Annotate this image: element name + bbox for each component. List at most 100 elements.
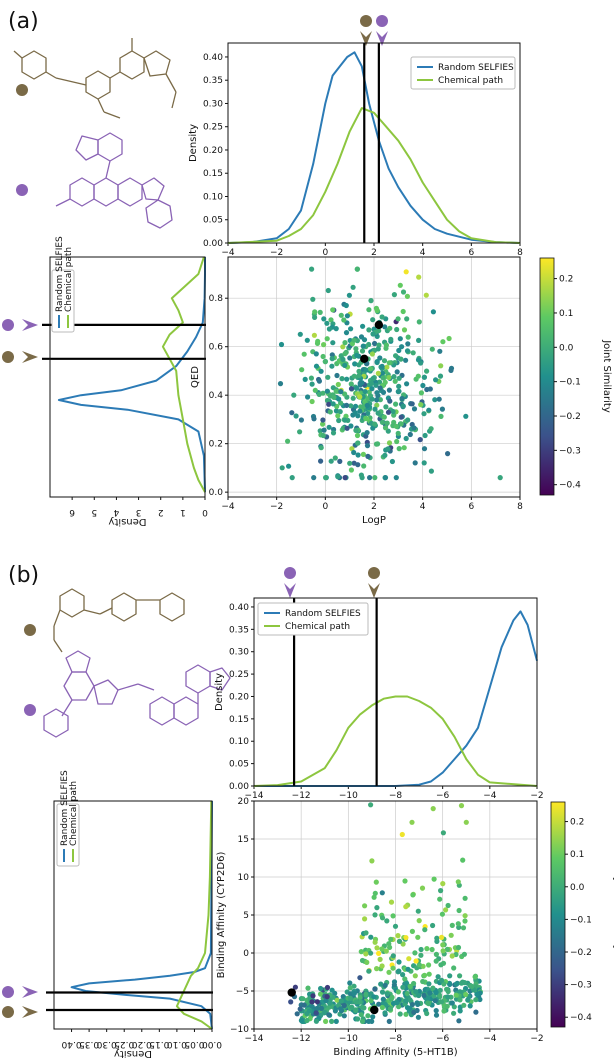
scatter-point xyxy=(317,991,324,997)
scatter-point xyxy=(358,1012,364,1018)
scatter-point xyxy=(376,950,382,957)
scatter-point xyxy=(400,972,406,978)
panel-1-top-xtick-label: −2 xyxy=(530,791,543,801)
scatter-point xyxy=(370,317,376,323)
scatter-point xyxy=(449,953,455,959)
scatter-point xyxy=(430,922,436,929)
scatter-point xyxy=(384,420,390,426)
scatter-point xyxy=(382,452,388,458)
scatter-point xyxy=(439,911,445,917)
scatter-point xyxy=(403,1011,409,1017)
scatter-point xyxy=(348,403,354,409)
scatter-point xyxy=(368,298,374,304)
scatter-point xyxy=(432,998,438,1004)
scatter-point xyxy=(417,437,423,443)
panel-1-top-ytick-label: 0.20 xyxy=(229,692,249,702)
scatter-point xyxy=(310,993,316,999)
panel-1-top-xtick-label: −4 xyxy=(483,791,497,801)
scatter-point xyxy=(386,360,392,366)
scatter-point xyxy=(375,370,381,376)
scatter-point xyxy=(326,326,332,332)
scatter-point xyxy=(400,984,406,990)
panel-0-top-ytick-label: 0.15 xyxy=(203,169,223,179)
scatter-point xyxy=(324,320,330,326)
panel-0-main-xlabel: LogP xyxy=(362,515,386,526)
scatter-point xyxy=(372,421,378,427)
panel-1-top-ytick-label: 0.40 xyxy=(229,603,249,613)
scatter-point xyxy=(368,380,374,387)
scatter-point xyxy=(448,932,454,938)
panel-1-top-ytick-label: 0.10 xyxy=(229,737,249,747)
scatter-point xyxy=(457,989,463,995)
scatter-point xyxy=(390,408,396,415)
panel-1-main-ytick-label: 5 xyxy=(243,911,249,921)
scatter-point xyxy=(434,935,440,941)
scatter-point xyxy=(370,1014,376,1020)
scatter-point xyxy=(374,905,380,911)
scatter-point xyxy=(342,351,348,357)
scatter-point xyxy=(418,952,424,958)
scatter-point xyxy=(342,391,348,397)
side-density-xtick-label: 0 xyxy=(202,507,208,517)
scatter-point xyxy=(301,1002,307,1008)
scatter-point xyxy=(286,463,292,469)
scatter-point xyxy=(350,395,356,401)
scatter-point xyxy=(451,965,457,971)
scatter-point xyxy=(342,417,348,423)
arrow-down-purple-a xyxy=(376,31,388,46)
scatter-point xyxy=(444,986,450,992)
scatter-point xyxy=(348,326,354,332)
scatter-point xyxy=(370,425,376,431)
panel-0-top-ytick-label: 0.10 xyxy=(203,192,223,202)
panel-1-main-xtick-label: −4 xyxy=(483,1034,497,1044)
scatter-point xyxy=(386,969,392,975)
scatter-point xyxy=(426,971,432,977)
panel-0-main-frame xyxy=(227,256,521,498)
scatter-point xyxy=(400,941,406,947)
scatter-point xyxy=(433,958,439,964)
scatter-point xyxy=(382,379,388,385)
scatter-point xyxy=(314,999,320,1005)
marker-dot-purple-side-a xyxy=(2,319,14,331)
scatter-point xyxy=(404,381,410,387)
scatter-point xyxy=(343,413,349,419)
scatter-point xyxy=(374,966,380,972)
scatter-point xyxy=(415,1001,421,1008)
scatter-point xyxy=(412,950,418,956)
scatter-point xyxy=(312,387,318,393)
scatter-point xyxy=(397,1011,403,1017)
panel-1-top-xtick-label: −6 xyxy=(436,791,450,801)
scatter-point xyxy=(382,324,388,330)
scatter-point xyxy=(413,958,419,964)
scatter-point xyxy=(453,981,460,987)
scatter-point xyxy=(357,975,363,981)
panel-1-main-ytick-label: 0 xyxy=(243,949,249,959)
panel-0-top-xtick-label: 0 xyxy=(322,248,328,258)
scatter-point xyxy=(385,446,391,452)
scatter-point xyxy=(410,350,416,356)
scatter-point xyxy=(318,458,324,464)
scatter-point xyxy=(305,394,311,400)
scatter-point xyxy=(338,389,344,395)
scatter-point xyxy=(334,997,340,1003)
scatter-point xyxy=(400,403,406,409)
scatter-point xyxy=(443,907,449,913)
panel-0-top-xtick-label: 6 xyxy=(468,248,474,258)
panel-0-top-ylabel: Density xyxy=(188,124,199,162)
side-density-line-chemical-path xyxy=(161,256,206,493)
scatter-point xyxy=(362,903,368,909)
scatter-point xyxy=(364,402,370,408)
scatter-point xyxy=(409,819,415,825)
colorbar-tick-label: 0.1 xyxy=(570,850,584,860)
panel-0-top-xtick-label: −4 xyxy=(221,248,235,258)
scatter-point xyxy=(438,962,444,968)
scatter-point xyxy=(391,982,397,988)
scatter-point xyxy=(351,449,357,456)
side-density-xtick-label: 0.15 xyxy=(149,1039,169,1049)
scatter-point xyxy=(391,374,397,380)
scatter-point xyxy=(392,923,399,929)
scatter-point xyxy=(416,274,422,280)
scatter-point xyxy=(386,387,392,393)
scatter-point xyxy=(394,369,400,375)
scatter-point xyxy=(338,998,344,1004)
